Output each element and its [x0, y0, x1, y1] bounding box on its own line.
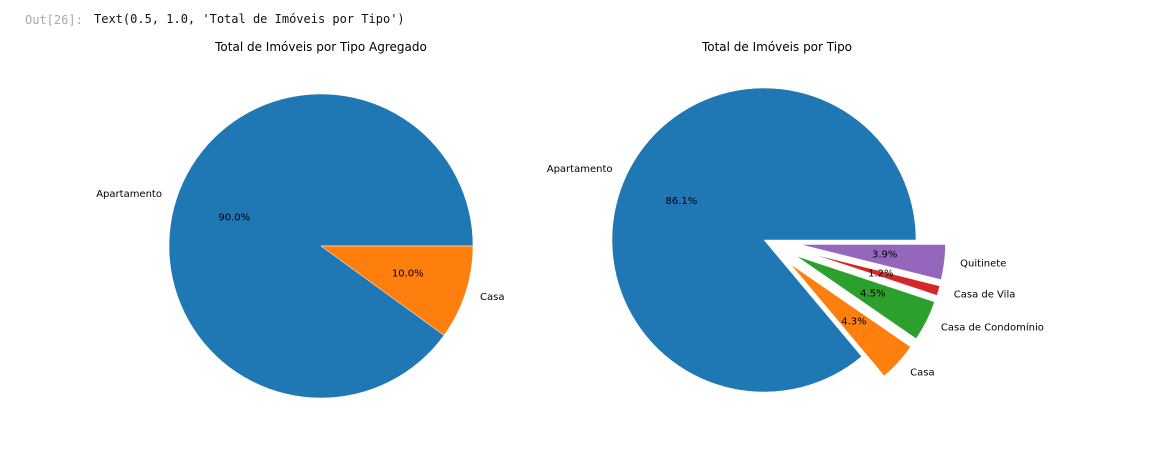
output-prompt: Out[26]: — [25, 13, 83, 27]
pct-label-casa-de-vila: 1.2% — [868, 268, 893, 279]
pct-label-casa: 4.3% — [841, 316, 866, 327]
cell-output-row: Out[26]: Text(0.5, 1.0, 'Total de Imóvei… — [0, 0, 1164, 36]
chart-title-by-type: Total de Imóveis por Tipo — [701, 40, 852, 54]
pct-label-apartamento: 86.1% — [665, 196, 697, 207]
slice-label-casa-de-vila: Casa de Vila — [954, 290, 1016, 301]
pie-slice-casa-de-condominio — [790, 252, 937, 341]
pie-chart-aggregated: 90.0% Apartamento 10.0% Casa Total de Imóvei… — [96, 40, 504, 399]
pie-slice-casa-de-vila — [792, 247, 942, 298]
pie-slice-casa — [320, 245, 474, 336]
chart-title-aggregated: Total de Imóveis por Tipo Agregado — [214, 40, 427, 54]
slice-label-quitinete: Quitinete — [960, 259, 1006, 270]
pie-chart-by-type: 86.1% Apartamento 4.3% Casa 4.5% Casa de Cond… — [547, 40, 1044, 393]
pct-label-casa: 10.0% — [392, 269, 424, 280]
slice-label-casa-de-condominio: Casa de Condomínio — [941, 322, 1044, 334]
pct-label-apartamento: 90.0% — [218, 212, 250, 223]
pct-label-casa-de-condominio: 4.5% — [860, 289, 885, 300]
slice-label-apartamento: Apartamento — [547, 164, 613, 175]
slice-label-apartamento: Apartamento — [96, 189, 162, 200]
slice-label-casa: Casa — [910, 367, 934, 378]
pct-label-quitinete: 3.9% — [872, 249, 897, 260]
pie-slice-apartamento — [611, 87, 917, 393]
pie-slice-casa — [785, 259, 913, 378]
pie-slice-quitinete — [793, 242, 948, 282]
output-text: Text(0.5, 1.0, 'Total de Imóveis por Tip… — [94, 12, 405, 26]
slice-label-casa: Casa — [480, 292, 504, 303]
